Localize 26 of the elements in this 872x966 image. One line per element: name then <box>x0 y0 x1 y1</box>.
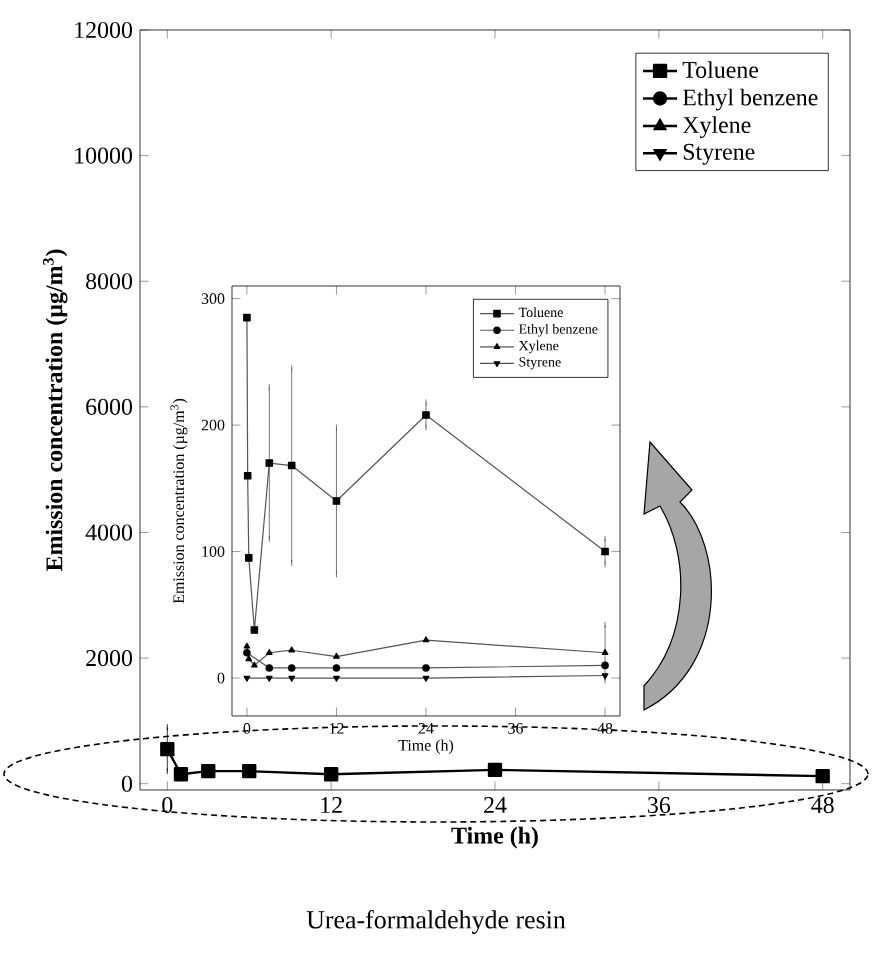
y-tick-label: 12000 <box>75 21 133 39</box>
legend-label: Styrene <box>683 143 755 165</box>
legend-label: Toluene <box>682 61 759 78</box>
y-tick-label: 0 <box>121 775 133 792</box>
x-tick-label: 12 <box>321 797 342 813</box>
point <box>815 768 830 784</box>
y-tick-label: 6000 <box>86 398 133 415</box>
text: Urea-formaldehyde resin <box>306 910 566 934</box>
y-tick-label: 2000 <box>86 650 133 667</box>
y-tick-label: 10000 <box>75 147 133 164</box>
y-axis-title: Emission concentration (µg/m$^{3}$) <box>42 249 68 572</box>
x-axis-title: Time (h) <box>451 826 538 849</box>
x-tick-label: 36 <box>648 797 671 814</box>
point <box>173 767 189 782</box>
x-tick-label: 24 <box>484 797 507 813</box>
point <box>242 763 257 779</box>
x-tick-label: 48 <box>811 797 834 814</box>
point <box>201 763 216 779</box>
legend-label: Xylene <box>682 116 751 138</box>
x-tick-label: 0 <box>162 797 173 814</box>
y-tick-label: 8000 <box>86 273 133 290</box>
legend-label: Ethyl benzene <box>682 88 818 111</box>
point <box>487 762 503 778</box>
point <box>160 741 175 757</box>
y-tick-label: 4000 <box>85 524 133 541</box>
point <box>323 767 339 782</box>
